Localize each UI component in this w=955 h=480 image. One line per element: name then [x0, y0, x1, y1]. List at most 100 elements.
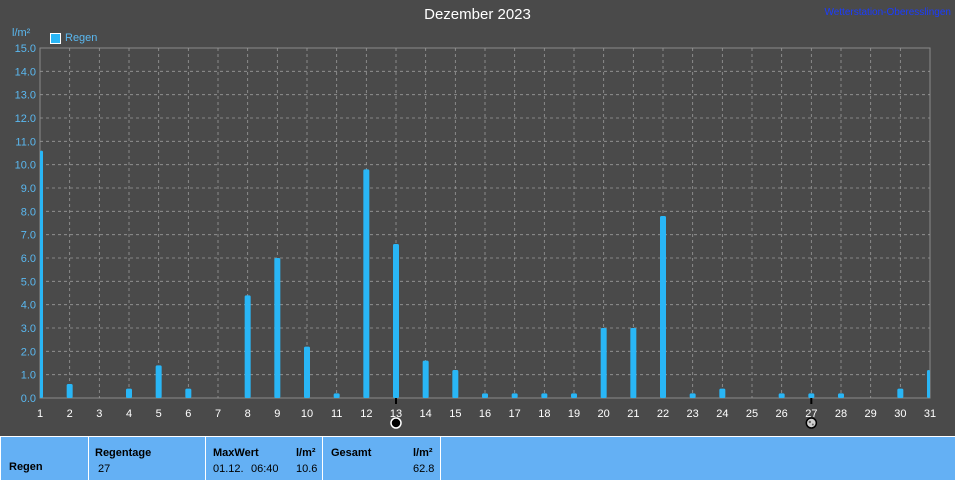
rain-bar: [185, 388, 192, 398]
x-tick-label: 20: [598, 408, 610, 420]
regentage-header: Regentage: [95, 447, 152, 459]
full-moon-icon: [805, 417, 818, 429]
rain-bar: [838, 393, 844, 398]
x-tick-label: 10: [301, 408, 313, 420]
x-tick-label: 8: [245, 408, 251, 420]
y-tick-label: 8.0: [21, 206, 36, 218]
rain-bar: [541, 393, 548, 398]
x-tick-label: 6: [185, 408, 191, 420]
rain-bar: [422, 360, 429, 398]
x-tick-label: 4: [126, 408, 132, 420]
x-tick-label: 25: [746, 408, 758, 420]
legend: Regen: [50, 32, 97, 44]
y-tick-label: 12.0: [15, 113, 36, 125]
x-tick-label: 17: [509, 408, 521, 420]
x-tick-label: 3: [96, 408, 102, 420]
rain-chart: 0.01.02.03.04.05.06.07.08.09.010.011.012…: [15, 43, 936, 429]
rain-bar: [600, 328, 607, 398]
x-tick-label: 11: [331, 408, 342, 420]
rain-bar: [808, 393, 815, 398]
rain-bar: [363, 169, 370, 398]
rain-bar: [304, 346, 310, 398]
y-tick-label: 9.0: [21, 183, 36, 195]
gesamt-panel: Gesamt l/m² 62.8: [322, 436, 440, 480]
y-tick-label: 3.0: [21, 323, 36, 335]
gesamt-value: 62.8: [413, 463, 435, 475]
x-tick-label: 9: [274, 408, 280, 420]
maxwert-panel: MaxWert l/m² 01.12. 06:40 10.6: [205, 436, 322, 480]
y-tick-label: 13.0: [15, 90, 36, 102]
y-tick-label: 10.0: [15, 160, 36, 172]
moon-crater: [808, 420, 812, 424]
x-tick-label: 31: [924, 408, 936, 420]
x-tick-label: 5: [156, 408, 162, 420]
y-tick-label: 7.0: [21, 230, 36, 242]
y-tick-label: 2.0: [21, 346, 36, 358]
x-tick-label: 26: [776, 408, 788, 420]
x-tick-label: 21: [627, 408, 639, 420]
moon-crater: [811, 423, 814, 426]
rain-bar: [778, 393, 785, 398]
x-tick-label: 30: [894, 408, 906, 420]
rain-bar: [452, 370, 459, 398]
gesamt-header: Gesamt: [331, 447, 372, 459]
y-tick-label: 5.0: [21, 276, 36, 288]
rain-bar: [719, 388, 726, 398]
x-tick-label: 28: [835, 408, 847, 420]
y-tick-label: 6.0: [21, 253, 36, 265]
regentage-panel: Regentage 27: [88, 436, 205, 480]
legend-label: Regen: [65, 32, 98, 44]
rain-bar: [660, 216, 666, 398]
summary-blank-panel: [440, 436, 955, 480]
rain-bar: [274, 258, 281, 398]
rain-bar: [393, 244, 399, 398]
rain-bar: [333, 393, 340, 398]
y-tick-label: 11.0: [15, 136, 36, 148]
x-tick-label: 15: [449, 408, 461, 420]
maxwert-time: 06:40: [251, 463, 279, 475]
regentage-value: 27: [98, 463, 111, 475]
y-tick-label: 0.0: [21, 393, 36, 405]
maxwert-date: 01.12.: [213, 463, 244, 475]
station-link[interactable]: Wetterstation-Oberesslingen: [824, 7, 951, 18]
x-tick-label: 14: [420, 408, 432, 420]
y-tick-label: 1.0: [21, 370, 36, 382]
x-tick-label: 18: [538, 408, 550, 420]
rain-bar: [126, 388, 132, 398]
maxwert-unit: l/m²: [296, 447, 316, 459]
maxwert-value: 10.6: [296, 463, 318, 475]
y-axis-unit: l/m²: [12, 27, 31, 39]
rain-bar: [927, 370, 930, 398]
rain-bar: [689, 393, 696, 398]
y-tick-label: 14.0: [15, 66, 36, 78]
x-tick-label: 12: [360, 408, 372, 420]
rain-bar: [244, 295, 251, 398]
x-tick-label: 13: [390, 408, 402, 420]
chart-title: Dezember 2023: [424, 6, 531, 23]
rain-bar: [511, 393, 518, 398]
x-tick-label: 27: [805, 408, 817, 420]
rain-bar: [571, 393, 577, 398]
y-tick-label: 4.0: [21, 300, 36, 312]
x-tick-label: 1: [37, 408, 43, 420]
rain-bar: [66, 384, 73, 398]
x-tick-label: 7: [215, 408, 221, 420]
summary-row-header-panel: Regen: [0, 436, 88, 480]
gesamt-unit: l/m²: [413, 447, 433, 459]
x-tick-label: 19: [568, 408, 580, 420]
summary-row-label: Regen: [9, 461, 43, 473]
new-moon-icon: [390, 417, 402, 429]
x-tick-label: 2: [67, 408, 73, 420]
rain-bar: [897, 388, 904, 398]
y-tick-label: 15.0: [15, 43, 36, 55]
rain-bar: [482, 393, 488, 398]
legend-swatch: [50, 32, 61, 44]
maxwert-header: MaxWert: [213, 447, 259, 459]
x-tick-label: 29: [865, 408, 877, 420]
rain-bar: [630, 328, 637, 398]
x-tick-label: 23: [687, 408, 699, 420]
x-tick-label: 24: [716, 408, 728, 420]
x-tick-label: 16: [479, 408, 491, 420]
x-tick-label: 22: [657, 408, 669, 420]
rain-bar: [155, 365, 162, 398]
